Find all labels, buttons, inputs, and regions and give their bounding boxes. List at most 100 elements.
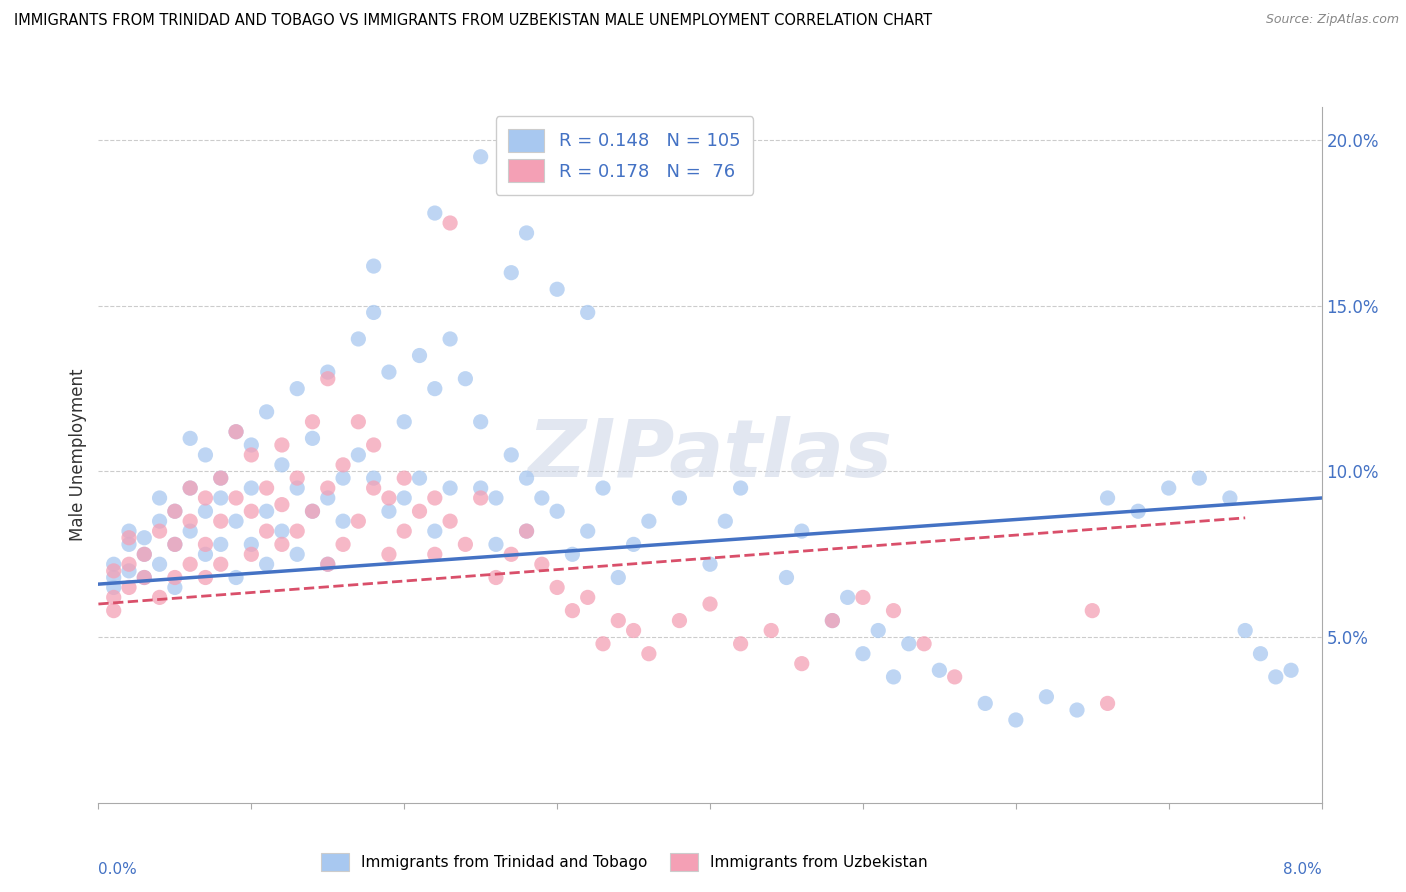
- Point: [668, 614, 690, 628]
- Point: [378, 504, 401, 518]
- Point: [301, 431, 323, 445]
- Point: [179, 558, 201, 572]
- Point: [179, 481, 201, 495]
- Point: [134, 570, 156, 584]
- Point: [485, 570, 508, 584]
- Point: [163, 581, 186, 595]
- Point: [316, 558, 339, 572]
- Point: [256, 481, 278, 495]
- Point: [439, 216, 461, 230]
- Legend: Immigrants from Trinidad and Tobago, Immigrants from Uzbekistan: Immigrants from Trinidad and Tobago, Imm…: [314, 846, 935, 879]
- Point: [225, 570, 247, 584]
- Point: [943, 670, 966, 684]
- Point: [378, 365, 401, 379]
- Point: [209, 558, 232, 572]
- Point: [392, 471, 416, 485]
- Point: [194, 504, 217, 518]
- Point: [501, 448, 523, 462]
- Point: [821, 614, 844, 628]
- Point: [561, 547, 583, 561]
- Point: [347, 332, 370, 346]
- Point: [118, 524, 141, 538]
- Point: [363, 305, 385, 319]
- Point: [332, 471, 354, 485]
- Point: [103, 558, 125, 572]
- Text: IMMIGRANTS FROM TRINIDAD AND TOBAGO VS IMMIGRANTS FROM UZBEKISTAN MALE UNEMPLOYM: IMMIGRANTS FROM TRINIDAD AND TOBAGO VS I…: [14, 13, 932, 29]
- Point: [363, 481, 385, 495]
- Point: [316, 558, 339, 572]
- Point: [316, 491, 339, 505]
- Point: [699, 597, 721, 611]
- Point: [485, 491, 508, 505]
- Point: [118, 531, 141, 545]
- Point: [149, 558, 172, 572]
- Point: [852, 647, 875, 661]
- Point: [454, 372, 477, 386]
- Point: [516, 226, 538, 240]
- Point: [179, 524, 201, 538]
- Point: [439, 481, 461, 495]
- Point: [623, 537, 645, 551]
- Point: [285, 382, 308, 396]
- Point: [423, 524, 446, 538]
- Point: [516, 471, 538, 485]
- Point: [1066, 703, 1088, 717]
- Point: [1097, 491, 1119, 505]
- Point: [897, 637, 920, 651]
- Point: [285, 547, 308, 561]
- Point: [103, 591, 125, 605]
- Point: [163, 537, 186, 551]
- Point: [270, 458, 294, 472]
- Point: [868, 624, 890, 638]
- Point: [974, 697, 997, 711]
- Point: [209, 471, 232, 485]
- Point: [301, 415, 323, 429]
- Point: [576, 305, 599, 319]
- Point: [1219, 491, 1241, 505]
- Point: [163, 504, 186, 518]
- Point: [730, 481, 752, 495]
- Point: [332, 537, 354, 551]
- Point: [363, 259, 385, 273]
- Point: [225, 491, 247, 505]
- Point: [1128, 504, 1150, 518]
- Point: [256, 405, 278, 419]
- Point: [179, 514, 201, 528]
- Point: [1004, 713, 1026, 727]
- Point: [623, 624, 645, 638]
- Point: [530, 491, 553, 505]
- Point: [240, 481, 263, 495]
- Point: [378, 547, 401, 561]
- Point: [225, 425, 247, 439]
- Point: [1188, 471, 1211, 485]
- Text: 8.0%: 8.0%: [1282, 863, 1322, 878]
- Point: [316, 365, 339, 379]
- Point: [209, 514, 232, 528]
- Point: [240, 438, 263, 452]
- Point: [118, 581, 141, 595]
- Point: [1234, 624, 1257, 638]
- Point: [408, 471, 430, 485]
- Point: [240, 448, 263, 462]
- Point: [378, 491, 401, 505]
- Point: [103, 564, 125, 578]
- Point: [1081, 604, 1104, 618]
- Point: [454, 537, 477, 551]
- Point: [392, 524, 416, 538]
- Point: [561, 604, 583, 618]
- Point: [209, 537, 232, 551]
- Point: [607, 614, 630, 628]
- Point: [912, 637, 935, 651]
- Point: [347, 448, 370, 462]
- Point: [179, 431, 201, 445]
- Point: [470, 491, 492, 505]
- Point: [530, 558, 553, 572]
- Point: [194, 491, 217, 505]
- Point: [118, 558, 141, 572]
- Point: [592, 481, 614, 495]
- Point: [1249, 647, 1271, 661]
- Point: [134, 547, 156, 561]
- Point: [883, 670, 905, 684]
- Point: [821, 614, 844, 628]
- Point: [423, 382, 446, 396]
